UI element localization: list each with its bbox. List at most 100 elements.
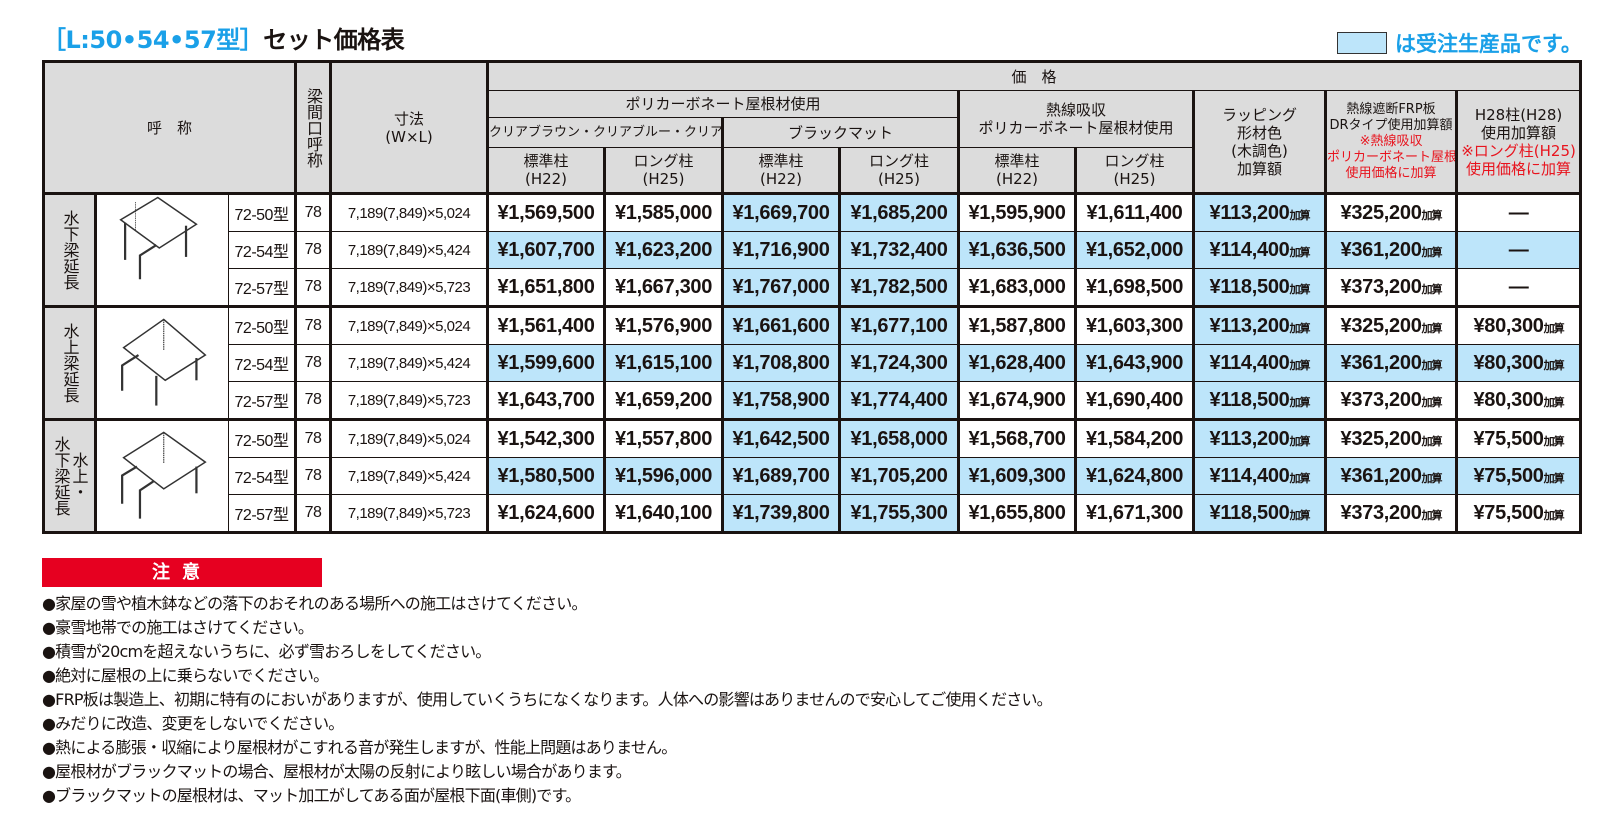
price-cell: ¥1,557,800: [603, 418, 724, 458]
carport-frame-both-side-beam-extension-icon: [94, 418, 229, 533]
table-row: 72-54型 78 7,189(7,849)×5,424 ¥1,599,600 ¥1,6…: [44, 344, 1582, 382]
price-cell: ¥1,690,400: [1074, 381, 1195, 420]
price-cell: ¥1,576,900: [603, 305, 724, 345]
dims-cell: 7,189(7,849)×5,723: [329, 494, 489, 533]
caution-note: 絶対に屋根の上に乗らないでください。: [42, 664, 1052, 688]
price-cell: ¥1,724,300: [838, 344, 960, 382]
price-cell: ¥1,689,700: [721, 457, 841, 495]
frp-cell: ¥361,200加算: [1324, 231, 1458, 269]
price-cell: ¥1,698,500: [1074, 268, 1195, 307]
price-cell: ¥1,624,600: [486, 494, 606, 533]
table-row: 72-54型 78 7,189(7,849)×5,424 ¥1,607,700 ¥1,6…: [44, 231, 1582, 269]
price-cell: ¥1,607,700: [486, 231, 606, 269]
header-heat-absorb: 熱線吸収 ポリカーボネート屋根材使用: [957, 90, 1195, 148]
wrap-cell: ¥114,400加算: [1192, 231, 1327, 269]
h28-cell: —: [1455, 231, 1582, 269]
dims-cell: 7,189(7,849)×5,723: [329, 268, 489, 307]
table-row: 水上・ 水下梁延長 72-50型 78 7,189(7,849)×5,024 ¥1,54…: [43, 418, 1582, 533]
h28-cell: ¥80,300加算: [1455, 305, 1582, 345]
price-cell: ¥1,758,900: [721, 381, 841, 420]
price-cell: ¥1,782,500: [838, 268, 960, 307]
price-cell: ¥1,587,800: [957, 305, 1077, 345]
h28-cell: ¥80,300加算: [1455, 344, 1582, 382]
header-clear: クリアブラウン・クリアブルー・クリアマット: [486, 117, 724, 148]
frp-cell: ¥361,200加算: [1324, 457, 1458, 495]
price-cell: ¥1,636,500: [957, 231, 1077, 269]
wrap-cell: ¥113,200加算: [1192, 418, 1327, 458]
dims-cell: 7,189(7,849)×5,024: [329, 418, 489, 458]
price-cell: ¥1,732,400: [838, 231, 960, 269]
h28-cell: —: [1455, 192, 1582, 232]
span-cell: 78: [294, 457, 332, 495]
header-span-name: 梁間口呼称: [294, 61, 332, 194]
legend-swatch: [1337, 32, 1387, 54]
header-wrap: ラッピング 形材色 (木調色) 加算額: [1192, 90, 1327, 194]
price-cell: ¥1,580,500: [486, 457, 606, 495]
wrap-cell: ¥113,200加算: [1192, 305, 1327, 345]
model-cell: 72-57型: [227, 381, 297, 420]
h28-cell: ¥75,500加算: [1455, 494, 1582, 533]
span-cell: 78: [294, 305, 332, 345]
price-cell: ¥1,661,600: [721, 305, 841, 345]
price-cell: ¥1,642,500: [721, 418, 841, 458]
span-cell: 78: [294, 192, 332, 232]
table-row: 水上梁延長 72-50型 78 7,189(7,849)×5,024 ¥1,561,40…: [43, 305, 1582, 420]
model-cell: 72-54型: [227, 231, 297, 269]
price-cell: ¥1,615,100: [603, 344, 724, 382]
price-table: 呼 称 梁間口呼称 寸法 (W×L) 価 格 ポリカーボネート屋根材使用 熱線吸収…: [42, 60, 1583, 534]
price-cell: ¥1,624,800: [1074, 457, 1195, 495]
header-post-3: ロング柱 (H25): [838, 147, 960, 195]
price-cell: ¥1,708,800: [721, 344, 841, 382]
model-cell: 72-50型: [227, 418, 297, 458]
price-cell: ¥1,640,100: [603, 494, 724, 533]
header-post-1: ロング柱 (H25): [603, 147, 724, 195]
table-row: 72-57型 78 7,189(7,849)×5,723 ¥1,624,600 ¥1,6…: [44, 494, 1582, 533]
dims-cell: 7,189(7,849)×5,024: [329, 192, 489, 232]
group-label: 水上・ 水下梁延長: [43, 418, 96, 533]
price-cell: ¥1,542,300: [486, 418, 606, 458]
price-cell: ¥1,585,000: [603, 192, 724, 232]
model-cell: 72-54型: [227, 344, 297, 382]
price-cell: ¥1,705,200: [838, 457, 960, 495]
price-cell: ¥1,628,400: [957, 344, 1077, 382]
price-cell: ¥1,652,000: [1074, 231, 1195, 269]
header-post-5: ロング柱 (H25): [1074, 147, 1195, 195]
price-cell: ¥1,599,600: [486, 344, 606, 382]
frp-cell: ¥361,200加算: [1324, 344, 1458, 382]
dims-cell: 7,189(7,849)×5,424: [329, 231, 489, 269]
title-prefix: ［L:50•54•57型］: [42, 26, 264, 54]
span-cell: 78: [294, 268, 332, 307]
price-cell: ¥1,683,000: [957, 268, 1077, 307]
frp-cell: ¥325,200加算: [1324, 192, 1458, 232]
h28-cell: ¥75,500加算: [1455, 418, 1582, 458]
header-price: 価 格: [486, 61, 1582, 91]
caution-note: 豪雪地帯での施工はさけてください。: [42, 616, 1052, 640]
h28-cell: ¥75,500加算: [1455, 457, 1582, 495]
caution-note: みだりに改造、変更をしないでください。: [42, 712, 1052, 736]
dims-cell: 7,189(7,849)×5,723: [329, 381, 489, 420]
legend-text: は受注生産品です。: [1395, 32, 1582, 56]
title-main: セット価格表: [263, 26, 405, 54]
price-cell: ¥1,667,300: [603, 268, 724, 307]
price-cell: ¥1,716,900: [721, 231, 841, 269]
price-cell: ¥1,651,800: [486, 268, 606, 307]
span-cell: 78: [294, 381, 332, 420]
frp-cell: ¥373,200加算: [1324, 381, 1458, 420]
price-cell: ¥1,774,400: [838, 381, 960, 420]
wrap-cell: ¥118,500加算: [1192, 494, 1327, 533]
caution-note: FRP板は製造上、初期に特有のにおいがありますが、使用していくうちになくなります…: [42, 688, 1053, 712]
price-cell: ¥1,659,200: [603, 381, 724, 420]
model-cell: 72-57型: [227, 494, 297, 533]
dims-cell: 7,189(7,849)×5,424: [329, 457, 489, 495]
model-cell: 72-57型: [227, 268, 297, 307]
table-row: 72-54型 78 7,189(7,849)×5,424 ¥1,580,500 ¥1,5…: [44, 457, 1582, 495]
caution-note: 熱による膨張・収縮により屋根材がこすれる音が発生しますが、性能上問題はありません…: [42, 736, 1052, 760]
header-post-0: 標準柱 (H22): [486, 147, 606, 195]
price-cell: ¥1,671,300: [1074, 494, 1195, 533]
legend: は受注生産品です。: [1337, 28, 1582, 58]
price-cell: ¥1,677,100: [838, 305, 960, 345]
frp-cell: ¥373,200加算: [1324, 268, 1458, 307]
wrap-cell: ¥114,400加算: [1192, 344, 1327, 382]
header-dims: 寸法 (W×L): [329, 61, 489, 194]
caution-note: 家屋の雪や植木鉢などの落下のおそれのある場所への施工はさけてください。: [42, 592, 1052, 616]
